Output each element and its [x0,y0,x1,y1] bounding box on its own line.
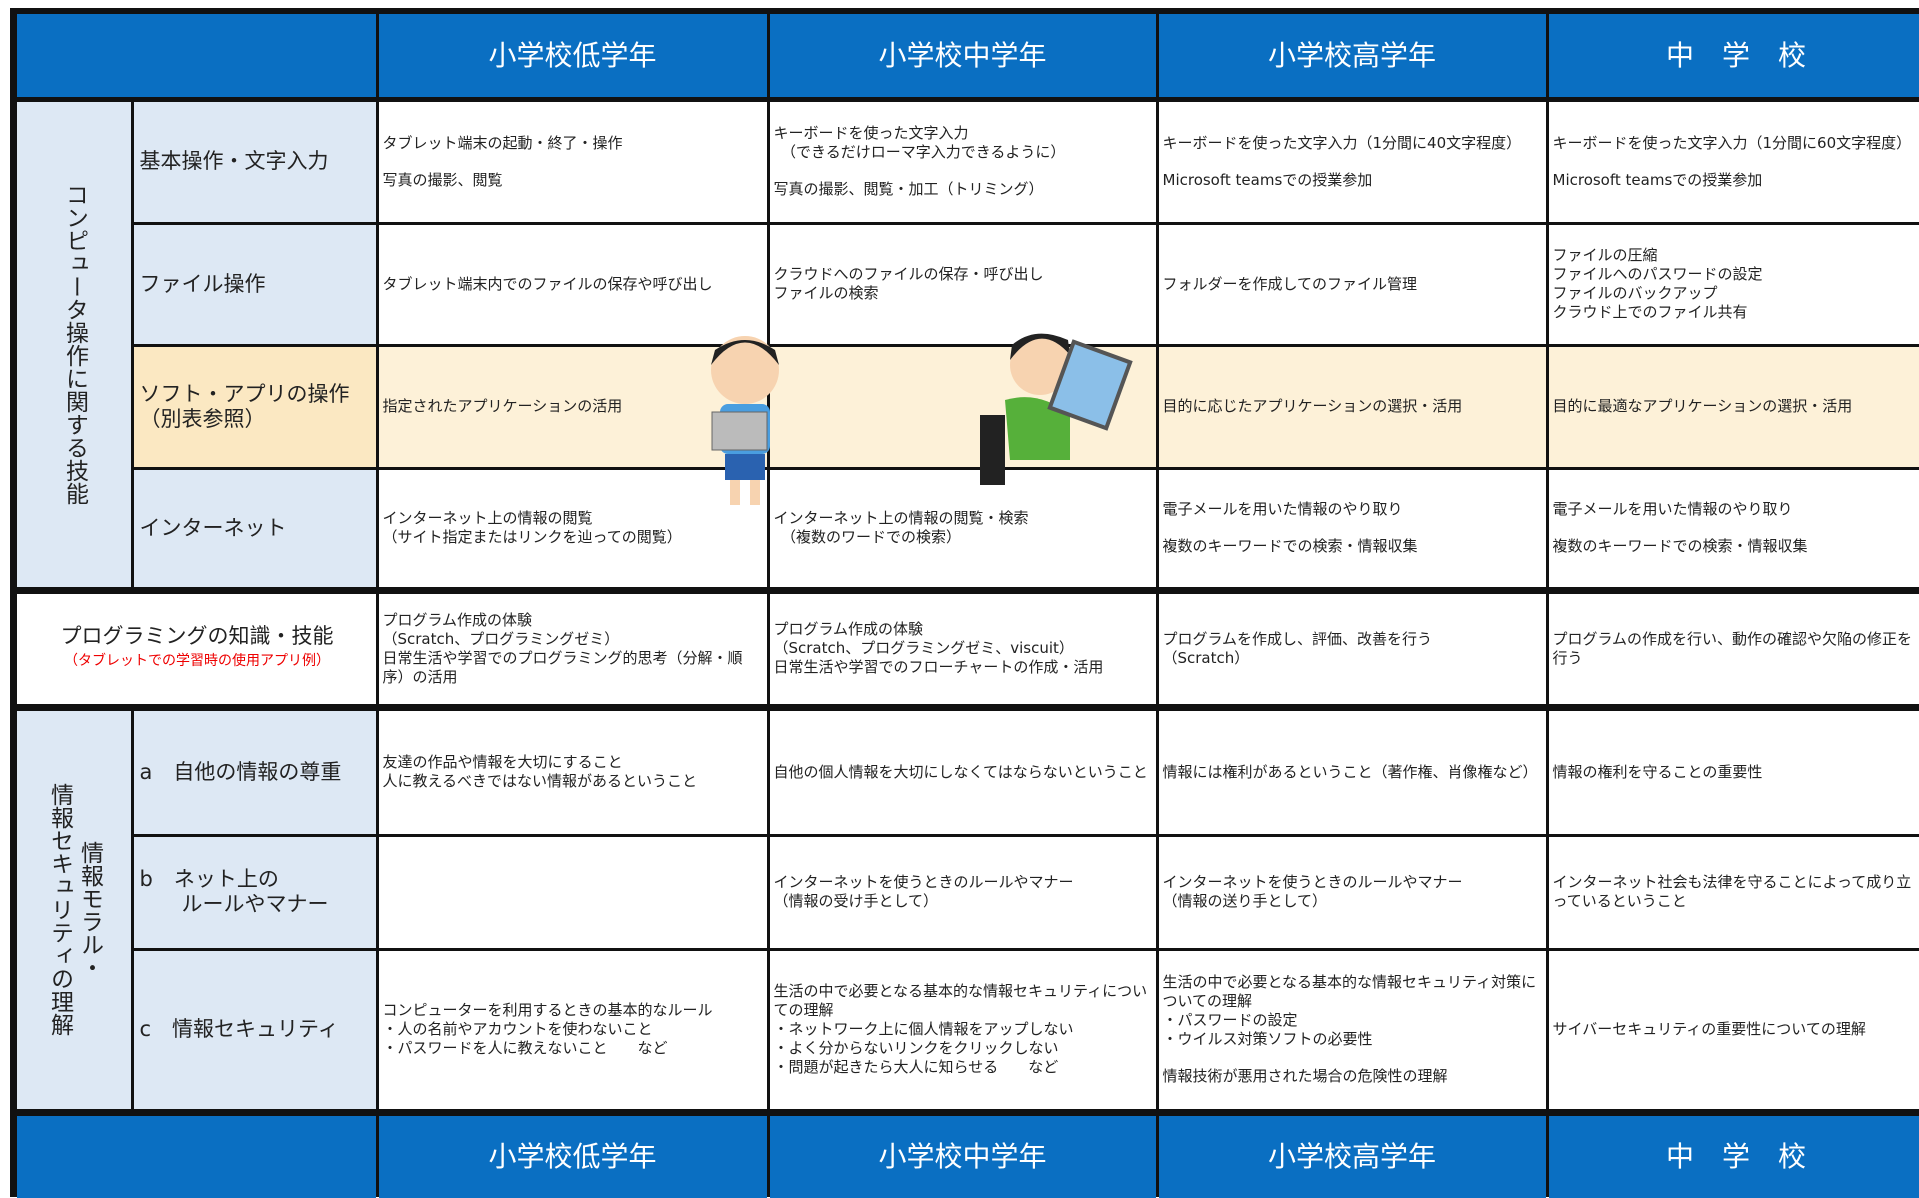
group-label-line: 情報モラル・ [75,841,105,979]
cell [379,837,767,948]
group-label-line: コンピュータ操作に関する技能 [60,183,90,505]
cell-text: 情報の権利を守ることの重要性 [1553,763,1919,782]
row-label: a 自他の情報の尊重 [134,711,376,834]
cell-text: プログラム作成の体験 （Scratch、プログラミングゼミ、viscuit） 日… [774,620,1152,677]
cell: サイバーセキュリティの重要性についての理解 [1549,951,1919,1109]
cell: インターネット社会も法律を守ることによって成り立っているということ [1549,837,1919,948]
cell-text: 電子メールを用いた情報のやり取り [1553,500,1919,519]
cell: インターネットを使うときのルールやマナー （情報の送り手として） [1159,837,1546,948]
cell-text: 友達の作品や情報を大切にすること 人に教えるべきではない情報があるということ [383,753,763,791]
section-label-text: プログラミングの知識・技能 [61,624,334,649]
cell: 目的に応じたアプリケーションの選択・活用 [1159,347,1546,467]
cell-text: サイバーセキュリティの重要性についての理解 [1553,1020,1919,1039]
cell-text: フォルダーを作成してのファイル管理 [1163,275,1542,294]
child-with-tablet [711,336,779,505]
illustrations [690,320,1170,520]
cell: 生活の中で必要となる基本的な情報セキュリティ対策についての理解 ・パスワードの設… [1159,951,1546,1109]
cell-text: ファイルの圧縮 ファイルへのパスワードの設定 ファイルのバックアップ クラウド上… [1553,246,1919,322]
cell-text: タブレット端末内でのファイルの保存や呼び出し [383,275,763,294]
row-label: c 情報セキュリティ [134,951,376,1109]
cell-text: Microsoft teamsでの授業参加 [1163,171,1542,190]
row-label: ソフト・アプリの操作 （別表参照） [134,347,376,467]
cell-text: 情報技術が悪用された場合の危険性の理解 [1163,1067,1542,1086]
cell-text: インターネットを使うときのルールやマナー （情報の送り手として） [1163,873,1542,911]
cell: 目的に最適なアプリケーションの選択・活用 [1549,347,1919,467]
cell: 電子メールを用いた情報のやり取り複数のキーワードでの検索・情報収集 [1159,470,1546,587]
cell: ファイルの圧縮 ファイルへのパスワードの設定 ファイルのバックアップ クラウド上… [1549,225,1919,344]
cell: プログラムの作成を行い、動作の確認や欠陥の修正を行う [1549,594,1919,704]
header-blank [17,1116,376,1198]
column-header: 中 学 校 [1549,14,1919,97]
cell: フォルダーを作成してのファイル管理 [1159,225,1546,344]
cell-text: キーボードを使った文字入力（1分間に40文字程度） [1163,134,1542,153]
column-header: 小学校低学年 [379,1116,767,1198]
column-header: 小学校高学年 [1159,14,1546,97]
header-blank [17,14,376,97]
child-with-laptop [980,334,1130,485]
cell-text: コンピューターを利用するときの基本的なルール ・人の名前やアカウントを使わないこ… [383,1001,763,1058]
section-label: プログラミングの知識・技能（タブレットでの学習時の使用アプリ例） [17,594,376,704]
cell-text: プログラム作成の体験 （Scratch、プログラミングゼミ） 日常生活や学習での… [383,611,763,687]
cell: キーボードを使った文字入力（1分間に60文字程度） Microsoft teams… [1549,102,1919,222]
column-header: 小学校低学年 [379,14,767,97]
group-label: 情報モラル・情報セキュリティの理解 [17,711,131,1109]
cell-text: インターネットを使うときのルールやマナー （情報の受け手として） [774,873,1152,911]
cell: 電子メールを用いた情報のやり取り複数のキーワードでの検索・情報収集 [1549,470,1919,587]
row-label: ファイル操作 [134,225,376,344]
cell: プログラム作成の体験 （Scratch、プログラミングゼミ） 日常生活や学習での… [379,594,767,704]
cell-text: キーボードを使った文字入力（1分間に60文字程度） [1553,134,1919,153]
cell-text: 情報には権利があるということ（著作権、肖像権など） [1163,763,1542,782]
column-header: 小学校高学年 [1159,1116,1546,1198]
cell-text: 電子メールを用いた情報のやり取り [1163,500,1542,519]
section-note: （タブレットでの学習時の使用アプリ例） [64,649,330,674]
row-label: 基本操作・文字入力 [134,102,376,222]
cell-text: 複数のキーワードでの検索・情報収集 [1163,537,1542,556]
cell-text: Microsoft teamsでの授業参加 [1553,171,1919,190]
row-label: インターネット [134,470,376,587]
cell-text: 生活の中で必要となる基本的な情報セキュリティについての理解 ・ネットワーク上に個… [774,982,1152,1077]
curriculum-table: 小学校低学年小学校中学年小学校高学年中 学 校コンピュータ操作に関する技能基本操… [10,8,1919,1197]
cell-text: 目的に最適なアプリケーションの選択・活用 [1553,397,1919,416]
cell-text: タブレット端末の起動・終了・操作 [383,134,763,153]
cell-text: 自他の個人情報を大切にしなくてはならないということ [774,763,1152,782]
cell-text: プログラムを作成し、評価、改善を行う （Scratch） [1163,630,1542,668]
cell: インターネットを使うときのルールやマナー （情報の受け手として） [770,837,1156,948]
column-header: 小学校中学年 [770,14,1156,97]
group-label-line: 情報セキュリティの理解 [45,783,75,1036]
cell: プログラムを作成し、評価、改善を行う （Scratch） [1159,594,1546,704]
cell: 情報には権利があるということ（著作権、肖像権など） [1159,711,1546,834]
cell: 情報の権利を守ることの重要性 [1549,711,1919,834]
cell-text: 生活の中で必要となる基本的な情報セキュリティ対策についての理解 ・パスワードの設… [1163,973,1542,1049]
cell-text: 写真の撮影、閲覧 [383,171,763,190]
cell: キーボードを使った文字入力 （できるだけローマ字入力できるように） 写真の撮影、閲… [770,102,1156,222]
cell: キーボードを使った文字入力（1分間に40文字程度） Microsoft teams… [1159,102,1546,222]
cell-text: プログラムの作成を行い、動作の確認や欠陥の修正を行う [1553,630,1919,668]
cell-text: クラウドへのファイルの保存・呼び出し ファイルの検索 [774,265,1152,303]
cell: 自他の個人情報を大切にしなくてはならないということ [770,711,1156,834]
column-header: 中 学 校 [1549,1116,1919,1198]
cell-text: 複数のキーワードでの検索・情報収集 [1553,537,1919,556]
cell: タブレット端末の起動・終了・操作写真の撮影、閲覧 [379,102,767,222]
cell-text: インターネット社会も法律を守ることによって成り立っているということ [1553,873,1919,911]
row-label: b ネット上の ルールやマナー [134,837,376,948]
cell-text: キーボードを使った文字入力 （できるだけローマ字入力できるように） [774,124,1152,162]
cell-text: 写真の撮影、閲覧・加工（トリミング） [774,180,1152,199]
cell: 友達の作品や情報を大切にすること 人に教えるべきではない情報があるということ [379,711,767,834]
cell: 生活の中で必要となる基本的な情報セキュリティについての理解 ・ネットワーク上に個… [770,951,1156,1109]
cell-text: 目的に応じたアプリケーションの選択・活用 [1163,397,1542,416]
group-label: コンピュータ操作に関する技能 [17,102,131,587]
cell: プログラム作成の体験 （Scratch、プログラミングゼミ、viscuit） 日… [770,594,1156,704]
column-header: 小学校中学年 [770,1116,1156,1198]
cell: コンピューターを利用するときの基本的なルール ・人の名前やアカウントを使わないこ… [379,951,767,1109]
